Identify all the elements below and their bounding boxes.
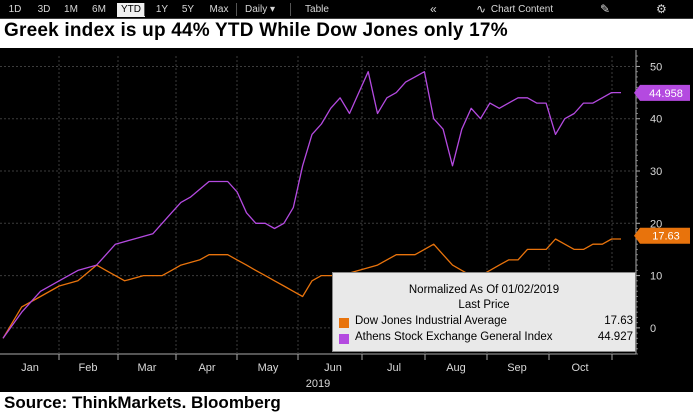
legend-value-athens: 44.927	[597, 331, 633, 343]
legend-label-athens: Athens Stock Exchange General Index	[355, 331, 553, 343]
headline: Greek index is up 44% YTD While Dow Jone…	[4, 20, 508, 41]
range-button-3d[interactable]: 3D	[37, 4, 51, 15]
series-line-athens	[2, 71, 621, 339]
range-button-1d[interactable]: 1D	[8, 4, 22, 15]
x-tick-label: Feb	[79, 362, 98, 374]
toolbar-separator	[236, 3, 237, 16]
settings-gear-icon[interactable]: ⚙	[656, 2, 667, 16]
y-tick-label: 40	[650, 114, 662, 126]
frequency-dropdown[interactable]: Daily ▾	[244, 4, 276, 15]
chart-legend: Normalized As Of 01/02/2019 Last Price D…	[332, 272, 636, 352]
x-tick-label: Jan	[21, 362, 39, 374]
range-button-ytd[interactable]: YTD	[117, 3, 145, 17]
x-tick-label: Jun	[324, 362, 342, 374]
toolbar-separator	[290, 3, 291, 16]
range-button-1y[interactable]: 1Y	[155, 4, 169, 15]
x-tick-label: Jul	[387, 362, 401, 374]
x-tick-label: Aug	[446, 362, 466, 374]
source-caption: Source: ThinkMarkets. Bloomberg	[4, 393, 281, 412]
toolbar-separator	[144, 3, 145, 16]
table-button[interactable]: Table	[305, 4, 329, 15]
x-tick-label: Oct	[571, 362, 588, 374]
range-button-5y[interactable]: 5Y	[181, 4, 195, 15]
x-tick-label: Mar	[138, 362, 157, 374]
collapse-left-icon[interactable]: «	[430, 2, 437, 16]
last-value-tag-dow	[634, 227, 690, 244]
y-tick-label: 30	[650, 166, 662, 178]
y-tick-label: 50	[650, 61, 662, 73]
y-tick-label: 20	[650, 218, 662, 230]
y-tick-label: 10	[650, 271, 662, 283]
x-tick-label: Sep	[507, 362, 527, 374]
range-button-6m[interactable]: 6M	[92, 4, 106, 15]
line-chart: 0 10 20 30 40 50 Jan Feb Mar Apr May Jun Jul Aug Sep Oc…	[0, 50, 690, 390]
legend-value-dow: 17.63	[604, 315, 633, 327]
last-value-tag-athens	[634, 84, 690, 101]
legend-swatch-dow	[339, 318, 349, 328]
x-tick-label: May	[258, 362, 279, 374]
legend-subtitle: Last Price	[458, 299, 510, 311]
edit-icon[interactable]: ✎	[600, 2, 611, 16]
last-value-label-athens: 44.958	[649, 88, 683, 100]
range-button-max[interactable]: Max	[209, 4, 229, 15]
chart-content-button[interactable]: Chart Content	[490, 4, 554, 15]
range-button-1m[interactable]: 1M	[64, 4, 78, 15]
chart-content-icon: ∿	[476, 2, 487, 16]
chart-panel: 0 10 20 30 40 50 Jan Feb Mar Apr May Jun Jul Aug Sep Oc…	[0, 48, 693, 392]
x-tick-label: Apr	[198, 362, 215, 374]
x-axis-year-label: 2019	[306, 378, 330, 390]
chart-toolbar: 1D 3D 1M 6M YTD 1Y 5Y Max Daily ▾ Table « ∿ Chart Co…	[0, 0, 693, 19]
y-tick-label: 0	[650, 323, 656, 335]
legend-row-dow: Dow Jones Industrial Average 17.63	[339, 315, 633, 330]
legend-label-dow: Dow Jones Industrial Average	[355, 315, 507, 327]
legend-swatch-athens	[339, 334, 349, 344]
legend-row-athens: Athens Stock Exchange General Index 44.9…	[339, 331, 633, 346]
last-value-label-dow: 17.63	[652, 231, 680, 243]
legend-title: Normalized As Of 01/02/2019	[408, 284, 560, 296]
